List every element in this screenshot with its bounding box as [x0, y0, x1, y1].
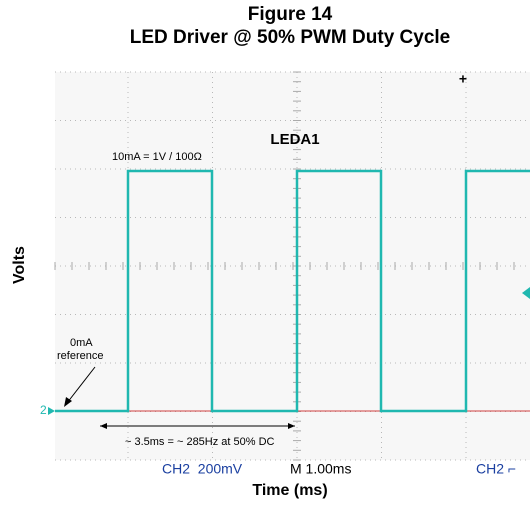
- reference-label: reference: [57, 350, 103, 362]
- arrow-head: [64, 397, 72, 407]
- scale-note: 10mA = 1V / 100Ω: [112, 151, 202, 163]
- waveform: [55, 169, 530, 413]
- figure-title: LED Driver @ 50% PWM Duty Cycle: [130, 27, 451, 48]
- arrow-head: [100, 423, 107, 429]
- level-marker: [522, 287, 530, 299]
- channel-arrow: [48, 407, 55, 415]
- trigger-marker: +: [459, 71, 467, 87]
- status-timebase: M 1.00ms: [290, 461, 351, 477]
- arrow-head: [288, 423, 295, 429]
- reference-label: 0mA: [70, 337, 93, 349]
- reference-arrow: [66, 366, 96, 404]
- y-axis-label: Volts: [11, 246, 28, 284]
- status-channel: CH2 200mV: [162, 461, 243, 477]
- figure-number: Figure 14: [248, 4, 333, 25]
- trace-label: LEDA1: [270, 131, 319, 148]
- period-note: ~ 3.5ms = ~ 285Hz at 50% DC: [125, 436, 275, 448]
- channel-marker: 2: [40, 403, 47, 417]
- status-trigger: CH2 ⌐: [476, 461, 516, 477]
- x-axis-label: Time (ms): [252, 482, 327, 499]
